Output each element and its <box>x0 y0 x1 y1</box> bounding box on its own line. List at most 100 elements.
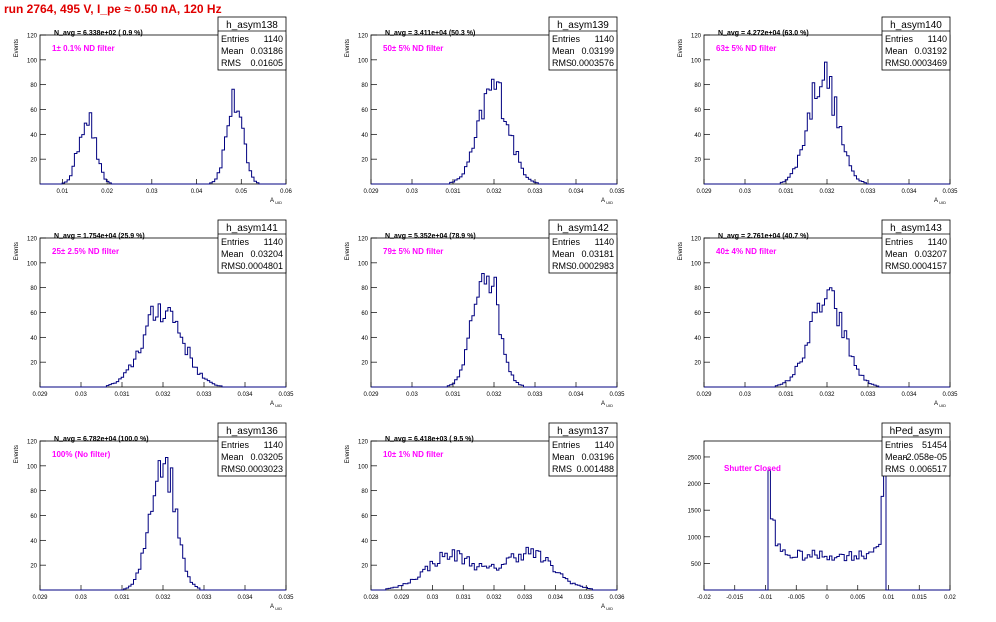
x-tick-label: 0.034 <box>568 189 584 195</box>
x-tick-label: 0.029 <box>394 595 410 601</box>
x-tick-label: 0.01 <box>883 595 895 601</box>
x-tick-label: 0.02 <box>944 595 956 601</box>
x-axis-title: A UID <box>270 604 282 611</box>
filter-label: 100% (No filter) <box>52 450 111 459</box>
y-tick-label: 120 <box>358 440 369 446</box>
x-tick-label: 0.031 <box>778 189 794 195</box>
histogram-line <box>371 273 617 388</box>
filter-label: 79± 5% ND filter <box>383 247 443 256</box>
stats-key: Mean <box>221 452 244 462</box>
x-axis-title: A UID <box>934 401 946 408</box>
x-tick-label: 0.035 <box>278 392 294 398</box>
stats-value: 1140 <box>595 34 614 44</box>
x-tick-label: 0.029 <box>32 595 48 601</box>
x-tick-label: 0.034 <box>548 595 564 601</box>
stats-key: Mean <box>885 46 908 56</box>
stats-value: 0.0003576 <box>571 58 614 68</box>
stats-key: Entries <box>885 34 914 44</box>
stats-title: h_asym143 <box>890 223 942 234</box>
stats-value: 0.0004801 <box>240 261 283 271</box>
stats-value: 1140 <box>595 440 614 450</box>
stats-key: RMS <box>221 58 241 68</box>
filter-label: 10± 1% ND filter <box>383 450 443 459</box>
x-tick-label: 0.033 <box>196 595 212 601</box>
x-tick-label: 0.035 <box>609 189 625 195</box>
histogram-line <box>371 78 617 185</box>
y-tick-label: 80 <box>30 83 37 89</box>
y-tick-label: 40 <box>30 133 37 139</box>
x-tick-label: 0.034 <box>237 392 253 398</box>
x-axis-title: A UID <box>934 198 946 205</box>
stats-box: h_asym139 Entries 1140 Mean 0.03199 RMS 0.0003… <box>548 16 618 71</box>
y-tick-label: 100 <box>27 464 38 470</box>
y-tick-label: 40 <box>361 336 368 342</box>
y-tick-label: 60 <box>694 311 701 317</box>
stats-title: hPed_asym <box>890 426 943 437</box>
y-tick-label: 40 <box>361 539 368 545</box>
y-tick-label: 80 <box>30 286 37 292</box>
x-tick-label: 0.029 <box>363 189 379 195</box>
navg-label: N_avg = 6.418e+03 ( 9.5 %) <box>385 436 474 443</box>
histogram-line <box>704 287 950 388</box>
y-tick-label: 120 <box>691 34 702 40</box>
y-tick-label: 20 <box>30 564 37 570</box>
y-tick-label: 100 <box>27 58 38 64</box>
y-tick-label: 20 <box>694 158 701 164</box>
x-tick-label: 0.031 <box>778 392 794 398</box>
stats-value: 51454 <box>922 440 947 450</box>
stats-value: 0.0002983 <box>571 261 614 271</box>
x-tick-label: 0.01 <box>57 189 69 195</box>
stats-box: h_asym136 Entries 1140 Mean 0.03205 RMS 0.0003… <box>217 422 287 477</box>
filter-label: 63± 5% ND filter <box>716 44 776 53</box>
stats-title: h_asym139 <box>557 20 609 31</box>
y-tick-label: 40 <box>30 539 37 545</box>
x-tick-label: 0.034 <box>901 189 917 195</box>
x-tick-label: -0.005 <box>788 595 806 601</box>
y-axis-title: Events <box>678 39 684 57</box>
stats-box: h_asym142 Entries 1140 Mean 0.03181 RMS 0.0002… <box>548 219 618 274</box>
x-tick-label: 0.033 <box>860 189 876 195</box>
x-tick-label: 0.032 <box>486 189 502 195</box>
y-tick-label: 100 <box>691 58 702 64</box>
stats-value: 0.03205 <box>250 452 283 462</box>
stats-value: 1140 <box>264 237 283 247</box>
stats-value: 1140 <box>595 237 614 247</box>
y-tick-label: 20 <box>361 361 368 367</box>
y-axis-title: Events <box>14 242 20 260</box>
filter-label: 50± 5% ND filter <box>383 44 443 53</box>
x-tick-label: 0.034 <box>901 392 917 398</box>
x-tick-label: 0.035 <box>942 392 958 398</box>
stats-key: Mean <box>221 46 244 56</box>
x-tick-label: 0.031 <box>456 595 472 601</box>
histogram-line <box>40 88 286 185</box>
navg-label: N_avg = 5.352e+04 (78.9 %) <box>385 233 476 240</box>
histogram-line <box>704 61 950 185</box>
x-tick-label: 0.031 <box>445 189 461 195</box>
stats-value: 0.0004157 <box>904 261 947 271</box>
x-tick-label: 0.029 <box>696 392 712 398</box>
x-tick-label: 0.03 <box>739 392 751 398</box>
x-axis-title: A UID <box>601 604 613 611</box>
x-tick-label: 0.029 <box>696 189 712 195</box>
navg-label: N_avg = 1.754e+04 (25.9 %) <box>54 233 145 240</box>
x-tick-label: 0.035 <box>278 595 294 601</box>
stats-value: 0.0003469 <box>904 58 947 68</box>
stats-key: Entries <box>221 34 250 44</box>
x-tick-label: 0.032 <box>155 392 171 398</box>
filter-label: 1± 0.1% ND filter <box>52 44 115 53</box>
y-tick-label: 2500 <box>688 455 702 461</box>
y-tick-label: 60 <box>361 108 368 114</box>
x-tick-label: 0.029 <box>32 392 48 398</box>
y-tick-label: 40 <box>694 336 701 342</box>
stats-value: 0.006517 <box>909 464 947 474</box>
stats-key: Entries <box>221 440 250 450</box>
x-tick-label: 0.03 <box>75 392 87 398</box>
x-tick-label: 0.03 <box>75 595 87 601</box>
x-tick-label: 0.036 <box>609 595 625 601</box>
y-tick-label: 120 <box>27 440 38 446</box>
y-tick-label: 60 <box>361 514 368 520</box>
stats-key: Mean <box>552 46 575 56</box>
x-tick-label: 0.033 <box>517 595 533 601</box>
x-axis-title: A UID <box>601 401 613 408</box>
